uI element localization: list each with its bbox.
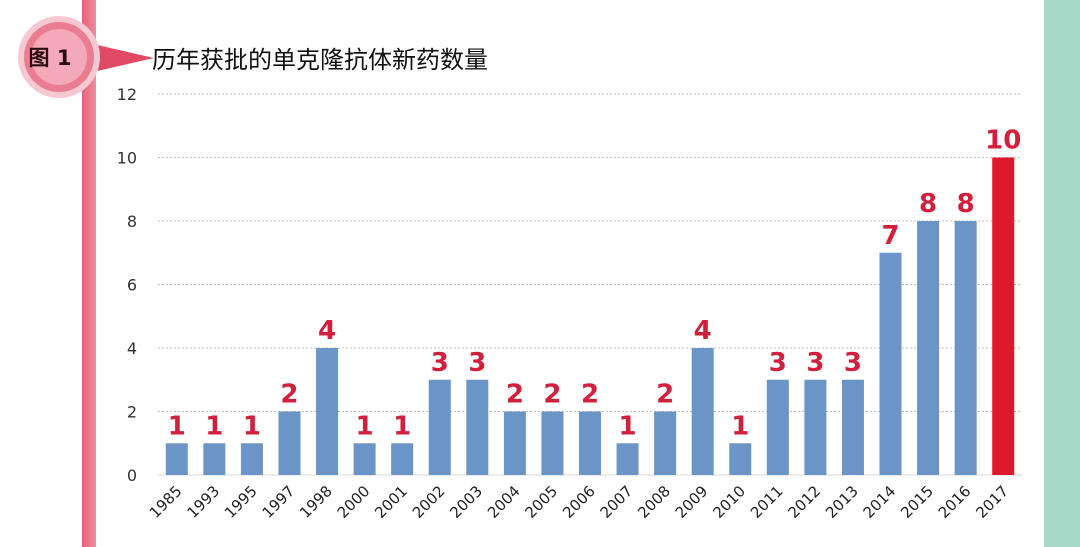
x-tick-label-2010: 2010 bbox=[709, 482, 749, 522]
data-label-2008: 2 bbox=[656, 380, 674, 410]
data-label-2002: 3 bbox=[431, 348, 449, 378]
x-tick-label-2015: 2015 bbox=[897, 482, 937, 522]
bar-2009 bbox=[691, 348, 714, 475]
x-tick-label-2017: 2017 bbox=[972, 482, 1012, 522]
data-label-2016: 8 bbox=[957, 189, 975, 219]
bar-2017 bbox=[992, 157, 1015, 475]
bar-2011 bbox=[766, 379, 789, 475]
bars bbox=[165, 157, 1015, 475]
bar-2005 bbox=[541, 411, 564, 475]
bar-1995 bbox=[240, 443, 263, 475]
bar-1998 bbox=[316, 348, 339, 475]
x-tick-label-2012: 2012 bbox=[784, 482, 824, 522]
y-tick-label: 10 bbox=[117, 149, 137, 168]
figure-badge-inner-disc bbox=[31, 29, 87, 85]
data-label-1997: 2 bbox=[280, 380, 298, 410]
chart-title: 历年获批的单克隆抗体新药数量 bbox=[152, 46, 488, 74]
x-tick-label-1985: 1985 bbox=[146, 482, 186, 522]
data-label-2013: 3 bbox=[844, 348, 862, 378]
x-tick-label-2013: 2013 bbox=[822, 482, 862, 522]
y-tick-label: 6 bbox=[127, 276, 137, 295]
x-tick-label-2016: 2016 bbox=[935, 482, 975, 522]
data-label-1993: 1 bbox=[205, 411, 223, 441]
figure-label: 图 1 bbox=[28, 46, 72, 70]
bar-1993 bbox=[203, 443, 226, 475]
data-label-2007: 1 bbox=[619, 411, 637, 441]
bar-2008 bbox=[654, 411, 677, 475]
bar-2013 bbox=[841, 379, 864, 475]
data-label-2009: 4 bbox=[694, 316, 712, 346]
x-tick-label-2011: 2011 bbox=[747, 482, 787, 522]
x-tick-label-1995: 1995 bbox=[221, 482, 261, 522]
y-tick-label: 0 bbox=[127, 466, 137, 485]
x-tick-label-2008: 2008 bbox=[634, 482, 674, 522]
x-tick-label-1997: 1997 bbox=[259, 482, 299, 522]
bar-2003 bbox=[466, 379, 489, 475]
x-tick-label-2004: 2004 bbox=[484, 482, 524, 522]
x-tick-label-2006: 2006 bbox=[559, 482, 599, 522]
bar-2001 bbox=[391, 443, 414, 475]
right-decorative-strip bbox=[1044, 0, 1080, 547]
data-label-1995: 1 bbox=[243, 411, 261, 441]
x-tick-label-2014: 2014 bbox=[860, 482, 900, 522]
x-tick-label-2000: 2000 bbox=[334, 482, 374, 522]
x-tick-label-2003: 2003 bbox=[446, 482, 486, 522]
data-label-2015: 8 bbox=[919, 189, 937, 219]
bar-2010 bbox=[729, 443, 752, 475]
y-tick-label: 2 bbox=[127, 403, 137, 422]
data-label-1985: 1 bbox=[168, 411, 186, 441]
data-label-2004: 2 bbox=[506, 380, 524, 410]
data-label-2017: 10 bbox=[985, 126, 1021, 156]
data-label-2006: 2 bbox=[581, 380, 599, 410]
x-tick-label-1998: 1998 bbox=[296, 482, 336, 522]
bar-2000 bbox=[353, 443, 376, 475]
x-tick-label-2002: 2002 bbox=[409, 482, 449, 522]
y-axis-ticks: 0 2 4 6 8 10 12 bbox=[117, 85, 137, 485]
figure-badge bbox=[14, 14, 154, 100]
figure-badge-graphic bbox=[18, 16, 154, 98]
data-label-2014: 7 bbox=[881, 221, 899, 251]
data-label-2011: 3 bbox=[769, 348, 787, 378]
x-tick-label-1993: 1993 bbox=[183, 482, 223, 522]
y-tick-label: 12 bbox=[117, 85, 137, 104]
x-tick-label-2007: 2007 bbox=[597, 482, 637, 522]
bar-2007 bbox=[616, 443, 639, 475]
bar-1997 bbox=[278, 411, 301, 475]
x-tick-label-2005: 2005 bbox=[522, 482, 562, 522]
bar-2014 bbox=[879, 252, 902, 475]
left-decorative-strip bbox=[82, 0, 96, 547]
x-tick-label-2001: 2001 bbox=[371, 482, 411, 522]
data-label-2010: 1 bbox=[731, 411, 749, 441]
figure-badge-pointer bbox=[84, 42, 154, 74]
data-label-2001: 1 bbox=[393, 411, 411, 441]
data-label-2000: 1 bbox=[356, 411, 374, 441]
y-tick-label: 8 bbox=[127, 212, 137, 231]
bar-2012 bbox=[804, 379, 827, 475]
data-label-2003: 3 bbox=[468, 348, 486, 378]
data-label-1998: 4 bbox=[318, 316, 336, 346]
bar-1985 bbox=[165, 443, 188, 475]
y-tick-label: 4 bbox=[127, 339, 137, 358]
x-tick-label-2009: 2009 bbox=[672, 482, 712, 522]
x-axis-ticks: 1985199319951997199820002001200220032004… bbox=[146, 482, 1012, 522]
data-label-2005: 2 bbox=[543, 380, 561, 410]
bar-2006 bbox=[579, 411, 601, 475]
bar-2002 bbox=[428, 379, 451, 475]
bar-2015 bbox=[917, 221, 940, 475]
bar-2016 bbox=[954, 221, 977, 475]
data-label-2012: 3 bbox=[806, 348, 824, 378]
bar-2004 bbox=[503, 411, 526, 475]
